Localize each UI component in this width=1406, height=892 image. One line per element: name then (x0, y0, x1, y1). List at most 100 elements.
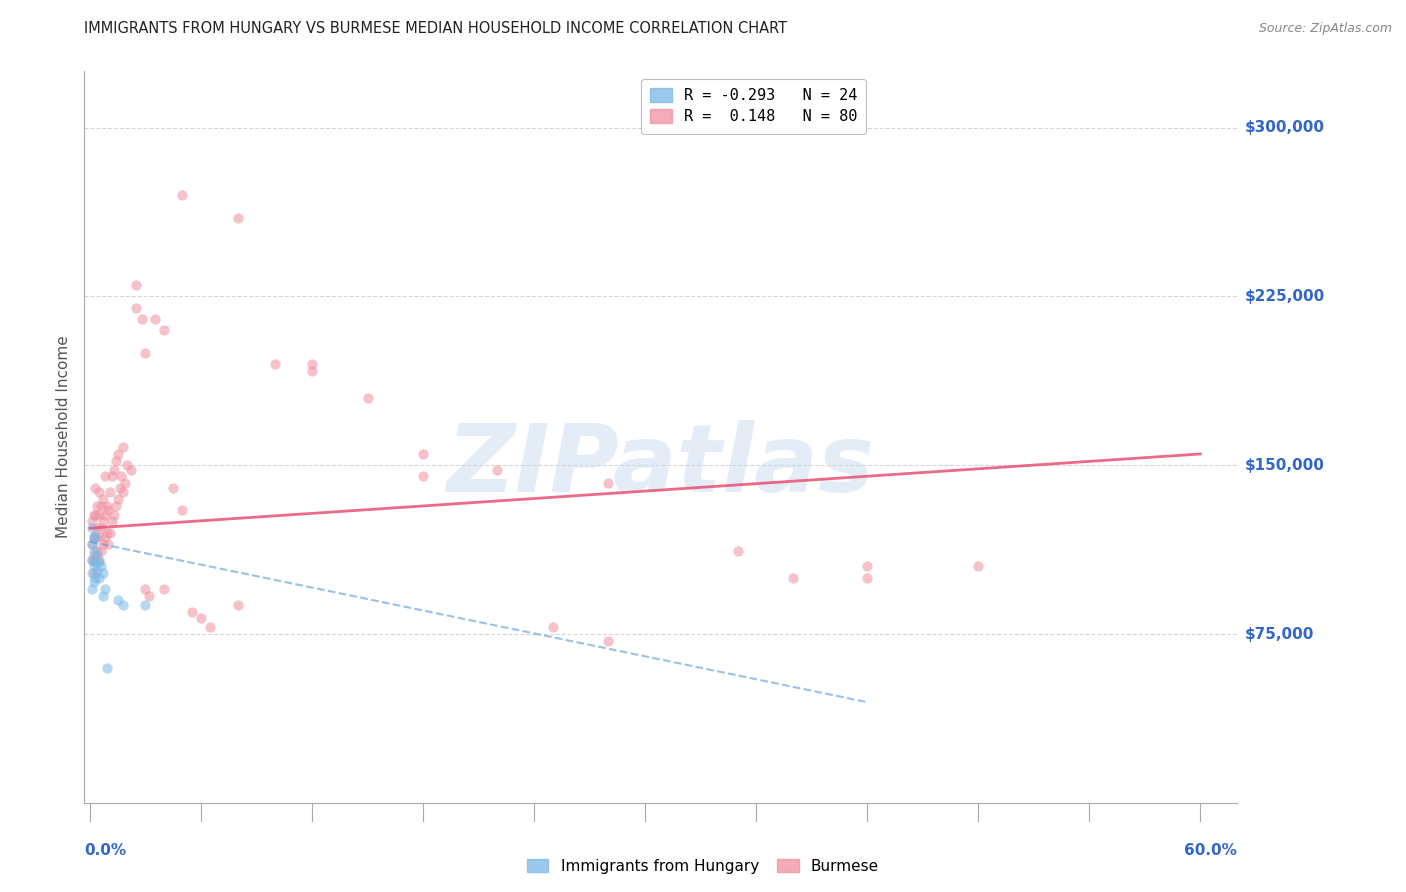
Point (162, 481, 184, 495)
Point (125, 301, 148, 315)
Point (112, 485, 135, 500)
Point (101, 515, 124, 529)
Point (96, 499, 118, 513)
Point (101, 469, 124, 483)
Legend: R = -0.293   N = 24, R =  0.148   N = 80: R = -0.293 N = 24, R = 0.148 N = 80 (641, 79, 866, 134)
Point (80, 553, 103, 567)
Point (172, 188, 194, 202)
Point (83, 548, 105, 562)
Point (84, 555, 107, 569)
Point (93, 469, 115, 483)
Point (114, 476, 136, 491)
Point (93, 582, 115, 596)
Point (80, 515, 103, 529)
Point (80, 537, 103, 551)
Point (138, 589, 160, 603)
Text: 60.0%: 60.0% (1184, 843, 1237, 858)
Point (107, 447, 129, 461)
Point (80, 537, 103, 551)
Point (93, 508, 115, 522)
Point (200, 620, 222, 634)
Text: $225,000: $225,000 (1244, 289, 1324, 304)
Point (86, 564, 108, 578)
Point (89, 553, 111, 567)
Point (103, 463, 125, 477)
Point (83, 559, 105, 574)
Point (90, 521, 112, 535)
Point (301, 357, 323, 371)
Point (91, 589, 114, 603)
Point (967, 559, 990, 574)
Point (90, 543, 112, 558)
Point (83, 530, 105, 544)
Point (84, 481, 107, 495)
Point (80, 553, 103, 567)
Text: Source: ZipAtlas.com: Source: ZipAtlas.com (1258, 22, 1392, 36)
Text: IMMIGRANTS FROM HUNGARY VS BURMESE MEDIAN HOUSEHOLD INCOME CORRELATION CHART: IMMIGRANTS FROM HUNGARY VS BURMESE MEDIA… (84, 21, 787, 36)
Point (856, 559, 879, 574)
Point (115, 458, 138, 473)
Point (91, 566, 114, 581)
Point (134, 598, 156, 612)
Point (89, 555, 111, 569)
Point (112, 440, 135, 454)
Point (112, 598, 135, 612)
Point (84, 553, 107, 567)
Point (90, 499, 112, 513)
Point (153, 323, 176, 337)
Point (190, 611, 212, 625)
Point (97, 537, 120, 551)
Point (412, 469, 434, 483)
Point (412, 447, 434, 461)
Y-axis label: Median Household Income: Median Household Income (56, 335, 72, 539)
Point (153, 582, 176, 596)
Point (91, 491, 114, 506)
Point (91, 537, 114, 551)
Point (103, 508, 125, 522)
Point (107, 491, 129, 506)
Point (108, 481, 131, 495)
Point (98, 485, 121, 500)
Point (86, 499, 108, 513)
Point (80, 582, 103, 596)
Point (97, 503, 120, 517)
Point (90, 559, 112, 574)
Text: $300,000: $300,000 (1244, 120, 1324, 135)
Point (96, 661, 118, 675)
Point (84, 530, 107, 544)
Point (83, 530, 105, 544)
Legend: Immigrants from Hungary, Burmese: Immigrants from Hungary, Burmese (522, 853, 884, 880)
Point (80, 566, 103, 581)
Point (86, 521, 108, 535)
Point (83, 508, 105, 522)
Point (301, 364, 323, 378)
Point (110, 469, 132, 483)
Point (226, 211, 249, 225)
Point (86, 548, 108, 562)
Text: 0.0%: 0.0% (84, 843, 127, 858)
Point (89, 571, 111, 585)
Point (264, 357, 287, 371)
Text: ZIPatlas: ZIPatlas (447, 420, 875, 512)
Point (143, 312, 166, 326)
Point (91, 515, 114, 529)
Point (125, 278, 148, 293)
Point (93, 530, 115, 544)
Point (98, 525, 121, 540)
Point (86, 543, 108, 558)
Point (541, 620, 564, 634)
Point (180, 605, 202, 619)
Point (84, 571, 107, 585)
Point (226, 598, 249, 612)
Point (83, 566, 105, 581)
Point (172, 503, 194, 517)
Point (356, 391, 378, 405)
Point (89, 485, 111, 500)
Point (83, 575, 105, 590)
Point (486, 463, 509, 477)
Point (96, 525, 118, 540)
Text: $150,000: $150,000 (1244, 458, 1324, 473)
Point (596, 476, 619, 491)
Point (131, 312, 153, 326)
Point (104, 453, 127, 467)
